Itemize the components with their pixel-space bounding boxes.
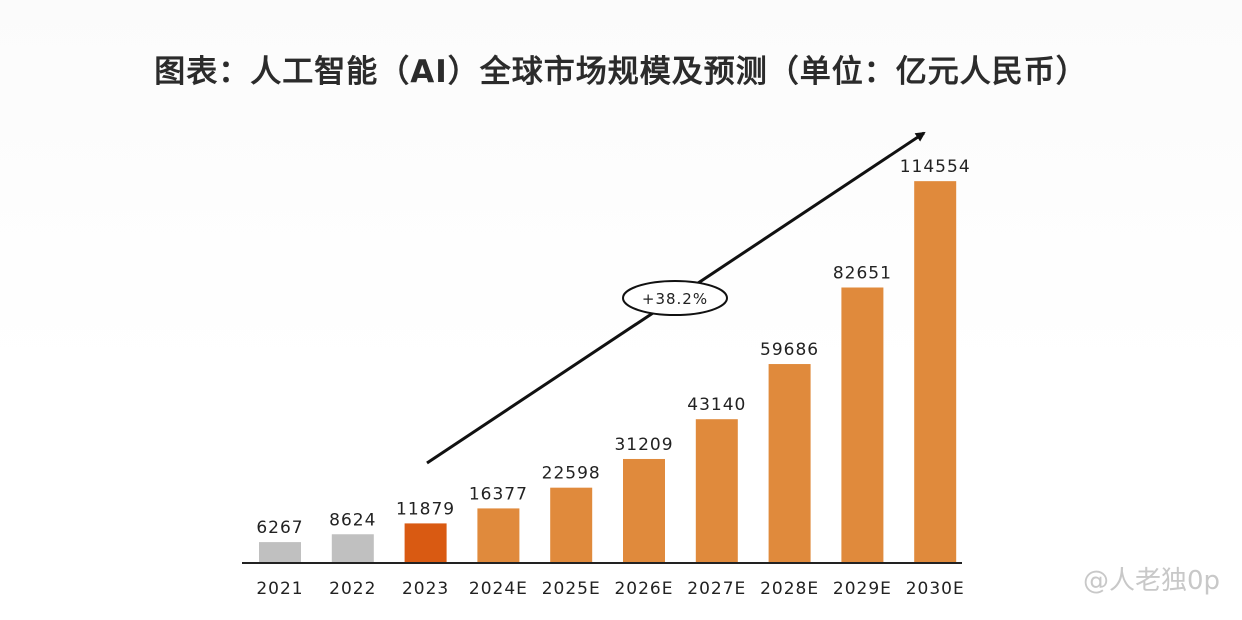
tick-label-2027E: 2027E xyxy=(687,579,746,599)
chart-title: 图表：人工智能（AI）全球市场规模及预测（单位：亿元人民币） xyxy=(154,54,1088,90)
value-label-2023: 11879 xyxy=(396,499,455,519)
tick-label-2030E: 2030E xyxy=(906,579,965,599)
bar-2030E xyxy=(914,181,957,564)
tick-label-2021: 2021 xyxy=(256,579,303,599)
value-label-2029E: 82651 xyxy=(833,263,892,283)
value-label-2025E: 22598 xyxy=(542,464,601,484)
cagr-label: +38.2% xyxy=(642,290,708,308)
cagr-badge: +38.2% xyxy=(622,280,728,316)
value-label-2030E: 114554 xyxy=(900,157,971,177)
value-label-2022: 8624 xyxy=(329,510,376,530)
tick-label-2029E: 2029E xyxy=(833,579,892,599)
bars-group: 6267 2021 8624 2022 11879 2023 16377 2024E 22598… xyxy=(256,157,971,599)
bar-2028E xyxy=(768,364,811,563)
bar-2026E xyxy=(623,458,665,563)
bar-2022 xyxy=(331,534,374,563)
tick-label-2026E: 2026E xyxy=(614,579,673,599)
bar-2027E xyxy=(695,419,738,563)
bar-2024E xyxy=(477,508,520,563)
bar-2021 xyxy=(259,542,301,563)
value-label-2028E: 59686 xyxy=(760,340,819,360)
value-label-2021: 6267 xyxy=(256,518,303,538)
tick-label-2024E: 2024E xyxy=(469,579,528,599)
cagr-ellipse xyxy=(622,280,728,316)
tick-label-2022: 2022 xyxy=(329,579,376,599)
value-label-2027E: 43140 xyxy=(687,395,746,415)
value-label-2024E: 16377 xyxy=(469,484,528,504)
tick-label-2028E: 2028E xyxy=(760,579,819,599)
bar-2023 xyxy=(404,523,447,563)
value-label-2026E: 31209 xyxy=(614,435,673,455)
tick-label-2023: 2023 xyxy=(402,579,449,599)
tick-label-2025E: 2025E xyxy=(542,579,601,599)
bar-2029E xyxy=(841,287,884,563)
bar-2025E xyxy=(550,487,593,563)
watermark-text: @人老独0p xyxy=(1082,566,1220,596)
